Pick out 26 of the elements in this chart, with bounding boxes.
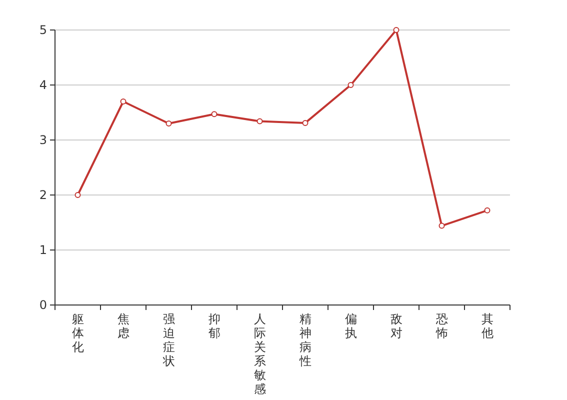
- point: [438, 222, 445, 229]
- point: [484, 207, 490, 214]
- x-tick-label: 其他: [481, 312, 494, 340]
- x-tick-label: 偏执: [344, 312, 357, 340]
- point: [256, 118, 263, 124]
- y-tick-label: 5: [39, 23, 47, 37]
- point: [166, 120, 172, 126]
- x-tick-label: 强迫症状: [162, 312, 175, 368]
- y-tick-label: 1: [39, 243, 47, 257]
- point: [393, 27, 400, 33]
- x-tick-label: 焦虑: [117, 312, 130, 340]
- point: [211, 111, 218, 118]
- y-tick-label: 3: [39, 133, 47, 147]
- point: [348, 82, 354, 88]
- x-tick-label: 躯体化: [72, 312, 84, 354]
- point: [302, 120, 308, 126]
- x-tick-label: 敌对: [390, 312, 402, 340]
- x-tick-label: 抑郁: [208, 312, 220, 340]
- x-tick-label: 人际关系敏感: [254, 312, 266, 396]
- y-tick-label: 0: [39, 298, 47, 312]
- y-tick-label: 4: [39, 78, 47, 92]
- x-tick-label: 精神病性: [298, 312, 312, 368]
- point: [120, 98, 126, 104]
- y-tick-label: 2: [39, 188, 47, 202]
- point: [74, 192, 81, 198]
- x-tick-label: 恐怖: [434, 312, 448, 340]
